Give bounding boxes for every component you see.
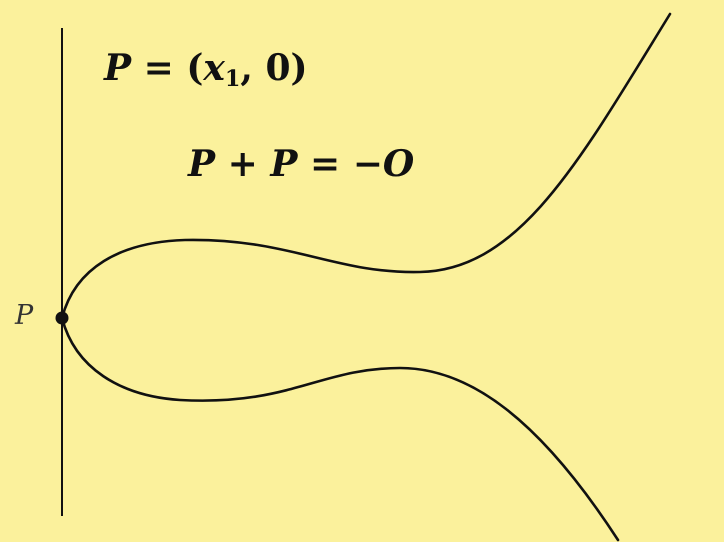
eq1-zero: 0 (265, 47, 291, 89)
eq2-plus: + (227, 143, 258, 185)
point-p-marker (55, 311, 69, 325)
eq1-close-paren: ) (290, 47, 308, 89)
point-p-label: P (15, 300, 34, 331)
eq1-var: x (203, 47, 225, 89)
equation-point-definition: P = (x1, 0) (104, 50, 308, 91)
eq2-o: O (382, 143, 415, 185)
eq1-comma: , (240, 47, 253, 89)
eq1-equals: = (143, 47, 174, 89)
eq1-lhs: P (104, 47, 132, 89)
eq1-open-paren: ( (186, 47, 204, 89)
eq2-p2: P (270, 143, 298, 185)
equation-point-doubling: P + P = −O (188, 146, 414, 182)
eq2-minus: − (352, 143, 383, 185)
eq2-equals: = (309, 143, 341, 185)
eq1-subscript: 1 (224, 66, 241, 93)
eq2-p1: P (188, 143, 216, 185)
elliptic-curve (60, 12, 672, 542)
